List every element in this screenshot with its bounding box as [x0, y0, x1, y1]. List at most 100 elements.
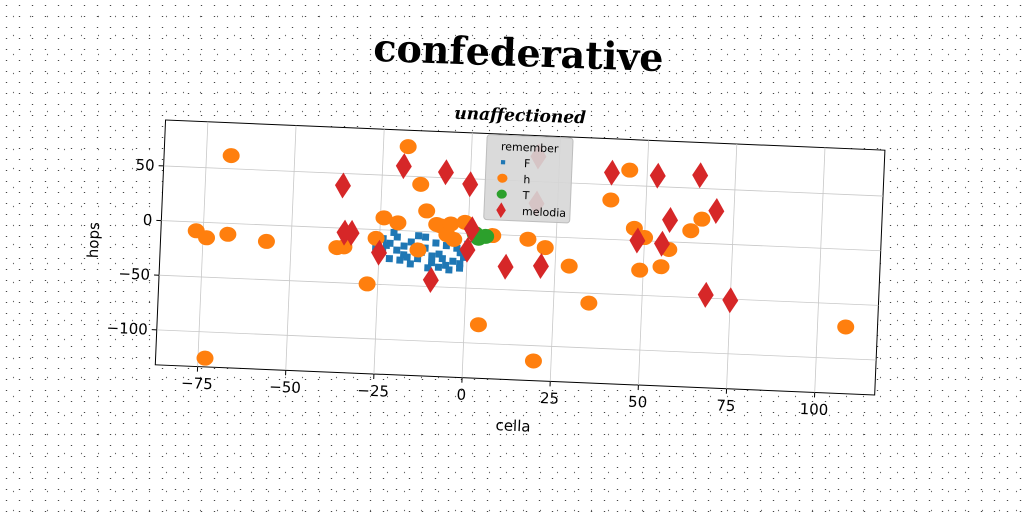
x-tick-label: 75 — [716, 396, 736, 415]
point-f — [438, 254, 446, 263]
point-melodia — [462, 171, 479, 198]
y-gridline — [156, 329, 877, 361]
point-melodia — [463, 216, 480, 243]
point-h — [445, 231, 463, 247]
point-f — [428, 252, 436, 260]
point-f — [385, 254, 393, 263]
legend-marker-t — [496, 189, 507, 199]
point-h — [375, 210, 393, 226]
legend-label-t: T — [521, 189, 530, 202]
legend-marker-f — [500, 160, 506, 165]
point-f — [449, 257, 457, 265]
point-melodia — [649, 162, 666, 189]
x-tick-label: 50 — [628, 393, 648, 412]
x-gridline — [637, 140, 650, 386]
point-f — [400, 242, 408, 250]
x-tick-label: −25 — [357, 381, 389, 400]
chart-subtitle: unaffectioned — [454, 104, 586, 129]
point-melodia — [653, 230, 670, 257]
x-axis-label: cella — [495, 416, 531, 435]
point-melodia — [437, 159, 454, 186]
point-h — [219, 226, 237, 242]
chart-title: confederative — [373, 25, 665, 80]
plot-area: −75 −50 −25 0 25 50 75 100 50 0 −50 −100 cella hops… — [84, 119, 886, 436]
point-h — [412, 176, 430, 192]
point-h — [560, 258, 578, 274]
y-axis-label: hops — [84, 222, 104, 259]
point-melodia — [371, 239, 387, 266]
point-h — [198, 230, 216, 246]
point-f — [396, 256, 404, 264]
point-melodia — [697, 281, 714, 308]
point-f — [414, 232, 423, 240]
point-melodia — [722, 287, 739, 314]
legend-label-h: h — [523, 173, 531, 186]
axis-ticks: −75 −50 −25 0 25 50 75 100 50 0 −50 −100 — [106, 156, 828, 419]
x-tick-label: 100 — [799, 400, 828, 419]
point-f — [390, 228, 398, 237]
point-f — [403, 253, 411, 261]
point-f — [393, 246, 401, 254]
point-t — [477, 228, 495, 244]
point-h — [652, 259, 670, 275]
legend-label-melodia: melodia — [522, 205, 567, 220]
point-h — [580, 295, 598, 311]
point-f — [434, 263, 443, 271]
y-tick-label: −50 — [118, 265, 150, 284]
data-points — [187, 139, 855, 369]
legend-marker-h — [497, 173, 508, 183]
point-melodia — [459, 236, 476, 263]
point-h — [631, 262, 649, 278]
point-f — [382, 241, 391, 249]
legend-title: remember — [501, 140, 559, 155]
point-f — [421, 233, 430, 241]
point-h — [389, 215, 407, 231]
point-h — [257, 233, 275, 249]
point-h — [837, 319, 855, 335]
point-melodia — [629, 227, 646, 254]
y-tick-label: 50 — [135, 156, 155, 175]
x-gridline — [285, 125, 297, 371]
point-melodia — [708, 198, 725, 224]
point-f — [445, 266, 453, 274]
point-melodia — [343, 219, 360, 246]
point-melodia — [334, 172, 351, 199]
point-h — [409, 242, 427, 258]
point-f — [427, 258, 436, 267]
point-f — [432, 239, 440, 247]
point-f — [406, 260, 414, 268]
series-h — [187, 139, 855, 369]
point-h — [621, 162, 639, 178]
y-gridline — [159, 274, 879, 306]
point-h — [469, 317, 487, 333]
legend-marker-melodia — [496, 202, 506, 218]
x-gridline — [814, 147, 826, 393]
point-h — [222, 148, 240, 164]
legend-label-f: F — [524, 157, 531, 170]
point-h — [418, 203, 436, 219]
point-h — [602, 192, 620, 208]
point-h — [442, 216, 460, 232]
point-h — [358, 276, 376, 292]
point-h — [536, 240, 554, 256]
point-h — [335, 239, 353, 255]
x-tick-label: −50 — [269, 378, 301, 397]
point-melodia — [422, 267, 439, 294]
point-melodia — [497, 253, 514, 280]
x-tick-label: 25 — [540, 389, 560, 408]
point-h — [524, 353, 542, 369]
point-h — [399, 139, 417, 155]
point-melodia — [603, 159, 620, 186]
point-f — [455, 264, 464, 272]
x-tick-label: 0 — [456, 385, 466, 403]
point-h — [693, 211, 711, 227]
point-h — [682, 223, 700, 239]
x-tick-label: −75 — [181, 374, 213, 393]
point-melodia — [532, 253, 549, 280]
y-tick-label: −100 — [106, 319, 148, 339]
point-melodia — [692, 162, 709, 189]
point-melodia — [395, 153, 412, 180]
